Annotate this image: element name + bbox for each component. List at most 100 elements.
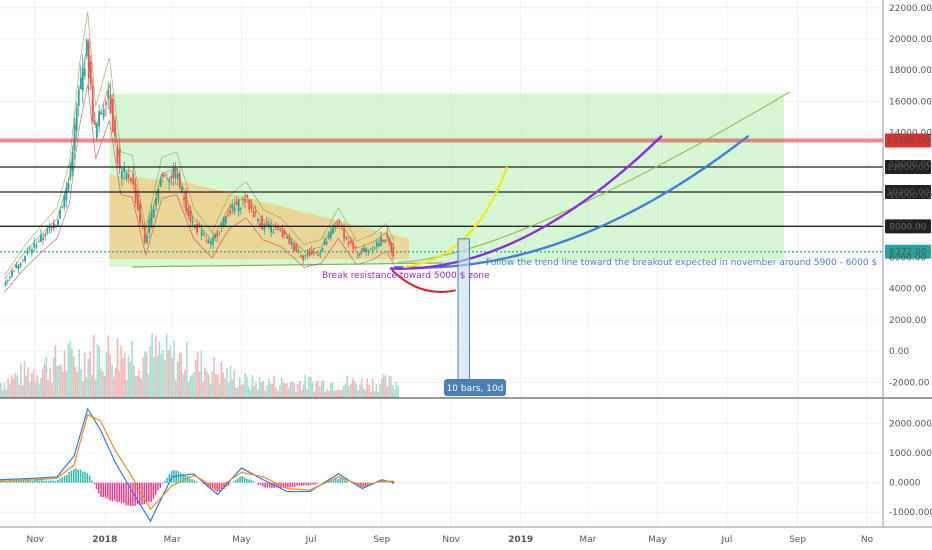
candle-body: [315, 252, 317, 254]
macd-histogram-bar: [56, 480, 59, 483]
candle-body: [183, 196, 185, 201]
volume-bar: [167, 349, 170, 398]
candle-body: [100, 113, 103, 115]
indicator-band: [4, 11, 395, 277]
candle-body: [365, 248, 368, 252]
macd-histogram-bar: [123, 482, 125, 504]
macd-histogram-bar: [314, 482, 316, 485]
candle-body: [363, 247, 365, 253]
candle-body: [200, 229, 203, 236]
volume-bar: [56, 365, 59, 398]
candle-body: [231, 204, 234, 209]
projection-arcs[interactable]: [389, 91, 790, 381]
macd-histogram-bar: [239, 476, 241, 483]
macd-histogram-bar: [61, 477, 64, 483]
candle-body: [102, 109, 105, 118]
candle-body: [272, 232, 275, 234]
macd-histogram-bar: [129, 482, 132, 507]
volume-bar: [96, 344, 99, 398]
candle-body: [241, 199, 244, 201]
macd-histogram-bar: [139, 482, 141, 505]
candle-body: [48, 227, 51, 230]
candle-body: [26, 251, 29, 255]
candle-body: [207, 239, 210, 244]
candle-body: [19, 263, 22, 267]
volume-bar: [233, 369, 235, 398]
macd-histogram-bar: [50, 480, 52, 483]
volume-bar: [220, 361, 223, 398]
volume-bar: [76, 371, 79, 398]
volume-bar: [180, 352, 183, 398]
candle-body: [134, 184, 137, 204]
macd-histogram-bar: [118, 482, 120, 502]
macd-histogram-bar: [332, 480, 335, 483]
candle-body: [191, 221, 194, 223]
volume-bar: [43, 363, 46, 398]
volume-bar: [36, 374, 39, 398]
volume-bar: [133, 365, 135, 398]
macd-histogram-bar: [107, 482, 109, 499]
macd-histogram-bar: [337, 478, 339, 483]
volume-bar: [236, 387, 239, 398]
volume-bar: [138, 370, 141, 398]
volume-bar: [195, 360, 197, 398]
candle-body: [288, 235, 291, 245]
volume-bar: [213, 356, 215, 398]
macd-histogram-bar: [79, 469, 82, 483]
volume-bar: [267, 378, 270, 398]
candle-body: [155, 198, 157, 206]
volume-bar: [169, 345, 172, 398]
volume-bar: [10, 375, 13, 398]
volume-bar: [114, 367, 117, 398]
volume-bar: [257, 389, 259, 398]
volume-bar: [74, 367, 77, 398]
macd-histogram-bar: [180, 472, 182, 483]
volume-bar: [82, 381, 84, 398]
volume-bar: [153, 357, 155, 398]
level-tag-label: 8000.00: [889, 222, 926, 232]
candle-body: [325, 241, 328, 245]
candle-body: [384, 239, 387, 242]
horizontal-levels[interactable]: 13500.00 11800.00 10200.00 8000.00 6372.00: [0, 133, 931, 259]
volume-bar: [264, 390, 266, 398]
macd-histogram-bar: [346, 480, 348, 483]
signal-line: [0, 413, 395, 511]
volume-bar: [249, 389, 252, 398]
candle-body: [61, 206, 64, 208]
macd-histogram-bar: [246, 478, 248, 483]
volume-bar: [202, 382, 204, 398]
measure-badge[interactable]: [444, 379, 506, 396]
volume-bar: [342, 386, 345, 398]
macd-histogram-bar: [63, 476, 66, 483]
candle-body: [205, 239, 208, 241]
volume-bar: [171, 358, 173, 398]
candle-body: [67, 182, 70, 191]
candle-body: [125, 171, 128, 179]
annotations[interactable]: Break resistance toward 5000 $ zone Foll…: [322, 258, 877, 396]
candle-body: [152, 209, 155, 218]
candle-body: [59, 209, 62, 219]
candle-body: [166, 178, 168, 180]
candle-body: [354, 246, 357, 248]
volume-bar: [328, 390, 330, 398]
candle-body: [212, 237, 214, 245]
macd-histogram-bar: [262, 482, 264, 487]
volume-bar: [9, 384, 11, 398]
macd-histogram-bar: [132, 482, 134, 507]
macd-histogram-bar: [289, 482, 291, 488]
candle-body: [222, 216, 225, 227]
macd-histogram-bar: [291, 482, 294, 487]
volume-bar: [100, 368, 102, 398]
candle-body: [109, 94, 112, 114]
volume-bar: [175, 379, 177, 398]
volume-bar: [98, 346, 101, 398]
candle-body: [85, 39, 88, 57]
candle-body: [77, 90, 80, 106]
volume-bar: [215, 373, 217, 398]
volume-bar: [333, 390, 336, 398]
candle-body: [89, 61, 92, 84]
macd-histogram-bar: [13, 481, 16, 483]
macd-histogram-bar: [100, 482, 102, 497]
macd-histogram-bar: [38, 480, 41, 483]
